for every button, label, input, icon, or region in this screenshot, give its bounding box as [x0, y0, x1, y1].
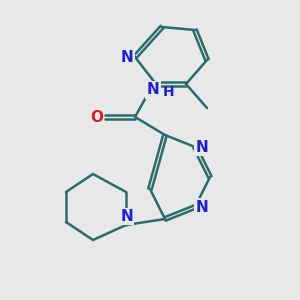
Text: N: N: [121, 50, 134, 64]
Text: N: N: [195, 140, 208, 154]
Text: O: O: [90, 110, 103, 124]
Text: H: H: [163, 85, 174, 99]
Text: N: N: [195, 200, 208, 214]
Text: N: N: [147, 82, 159, 98]
Text: N: N: [120, 209, 133, 224]
